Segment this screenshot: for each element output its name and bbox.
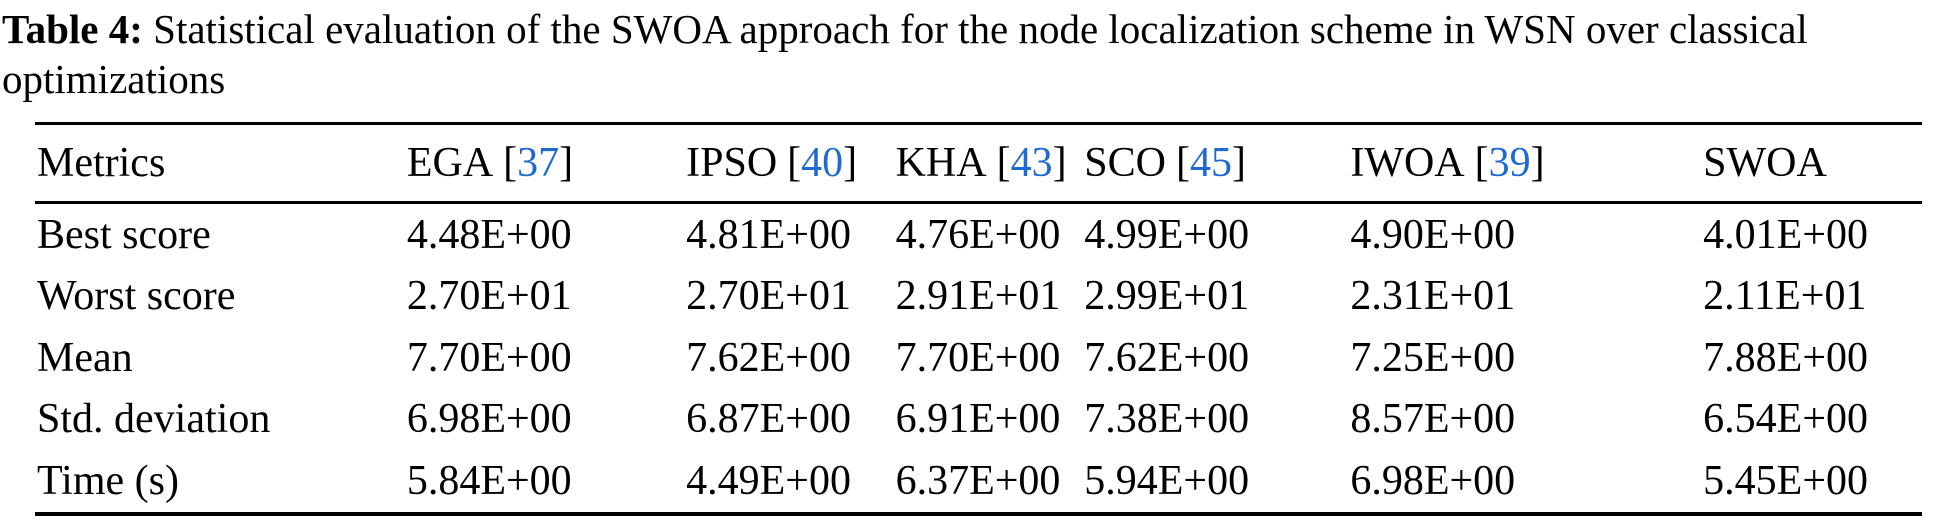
- value-cell: 2.99E+01: [1084, 273, 1250, 320]
- value-cell: 7.88E+00: [1703, 334, 1869, 381]
- citation-number: 45: [1189, 140, 1232, 186]
- statistics-table: Metrics EGA [37] IPSO [40] KHA [43] SCO [45]…: [35, 122, 1922, 516]
- value-cell: 4.90E+00: [1350, 211, 1516, 258]
- column-header-metrics: Metrics: [35, 124, 405, 203]
- citation-number: 43: [1010, 140, 1053, 186]
- table-caption-label: Table 4:: [2, 6, 143, 52]
- table-row-mean: Mean 7.70E+00 7.62E+00 7.70E+00 7.62E+00…: [35, 327, 1922, 389]
- value-cell: 5.45E+00: [1703, 457, 1869, 504]
- metric-cell: Worst score: [37, 273, 236, 320]
- table-row-best-score: Best score 4.48E+00 4.81E+00 4.76E+00 4.…: [35, 203, 1922, 266]
- bracket-open: [: [787, 140, 802, 186]
- citation-link[interactable]: [37]: [503, 140, 573, 186]
- column-label: SWOA: [1703, 140, 1827, 186]
- citation-number: 37: [517, 140, 560, 186]
- value-cell: 7.62E+00: [686, 334, 851, 381]
- value-cell: 4.49E+00: [686, 457, 851, 504]
- value-cell: 2.70E+01: [406, 273, 572, 320]
- citation-link[interactable]: [39]: [1475, 140, 1545, 186]
- value-cell: 6.87E+00: [686, 396, 851, 443]
- value-cell: 7.70E+00: [406, 334, 572, 381]
- column-header-ega: EGA [37]: [405, 124, 684, 203]
- bracket-close: ]: [1052, 140, 1067, 186]
- table-row-time: Time (s) 5.84E+00 4.49E+00 6.37E+00 5.94…: [35, 450, 1922, 514]
- value-cell: 4.76E+00: [895, 211, 1061, 258]
- table-row-worst-score: Worst score 2.70E+01 2.70E+01 2.91E+01 2…: [35, 266, 1922, 328]
- column-label: EGA: [406, 140, 494, 186]
- column-label: SCO: [1084, 140, 1166, 186]
- column-label: IPSO: [686, 140, 778, 186]
- column-label: IWOA: [1350, 140, 1465, 186]
- value-cell: 7.25E+00: [1350, 334, 1516, 381]
- bracket-open: [: [996, 140, 1011, 186]
- value-cell: 5.84E+00: [406, 457, 572, 504]
- value-cell: 7.70E+00: [895, 334, 1061, 381]
- metric-cell: Std. deviation: [37, 396, 271, 443]
- value-cell: 4.99E+00: [1084, 211, 1250, 258]
- value-cell: 5.94E+00: [1084, 457, 1250, 504]
- value-cell: 4.81E+00: [686, 211, 851, 258]
- value-cell: 6.37E+00: [895, 457, 1061, 504]
- value-cell: 7.62E+00: [1084, 334, 1250, 381]
- header-row: Metrics EGA [37] IPSO [40] KHA [43] SCO [45]…: [35, 123, 1922, 203]
- value-cell: 6.91E+00: [895, 396, 1061, 443]
- value-cell: 6.54E+00: [1703, 396, 1869, 443]
- value-cell: 6.98E+00: [1350, 457, 1516, 504]
- citation-link[interactable]: [45]: [1176, 140, 1246, 186]
- table-caption-text: Statistical evaluation of the SWOA appro…: [2, 6, 1808, 102]
- column-header-swoa: SWOA: [1701, 124, 1922, 203]
- citation-link[interactable]: [43]: [997, 140, 1067, 186]
- bracket-close: ]: [843, 140, 858, 186]
- column-label: KHA: [895, 140, 987, 186]
- citation-number: 39: [1488, 140, 1531, 186]
- metric-cell: Mean: [37, 334, 133, 381]
- column-header-sco: SCO [45]: [1082, 124, 1348, 203]
- table-row-std-deviation: Std. deviation 6.98E+00 6.87E+00 6.91E+0…: [35, 389, 1922, 451]
- column-label: Metrics: [37, 140, 166, 186]
- value-cell: 2.31E+01: [1350, 273, 1516, 320]
- value-cell: 2.91E+01: [895, 273, 1061, 320]
- bracket-close: ]: [559, 140, 574, 186]
- column-header-ipso: IPSO [40]: [684, 124, 893, 203]
- bracket-open: [: [1175, 140, 1190, 186]
- value-cell: 7.38E+00: [1084, 396, 1250, 443]
- bracket-close: ]: [1231, 140, 1246, 186]
- column-header-iwoa: IWOA [39]: [1348, 124, 1701, 203]
- citation-number: 40: [801, 140, 844, 186]
- bracket-open: [: [1474, 140, 1489, 186]
- citation-link[interactable]: [40]: [787, 140, 857, 186]
- bracket-close: ]: [1530, 140, 1545, 186]
- metric-cell: Best score: [37, 211, 211, 258]
- value-cell: 2.11E+01: [1703, 273, 1867, 320]
- value-cell: 4.01E+00: [1703, 211, 1869, 258]
- value-cell: 8.57E+00: [1350, 396, 1516, 443]
- column-header-kha: KHA [43]: [894, 124, 1083, 203]
- value-cell: 2.70E+01: [686, 273, 851, 320]
- value-cell: 6.98E+00: [406, 396, 572, 443]
- value-cell: 4.48E+00: [406, 211, 572, 258]
- table-caption: Table 4: Statistical evaluation of the S…: [0, 0, 1954, 104]
- metric-cell: Time (s): [37, 457, 179, 504]
- bracket-open: [: [503, 140, 518, 186]
